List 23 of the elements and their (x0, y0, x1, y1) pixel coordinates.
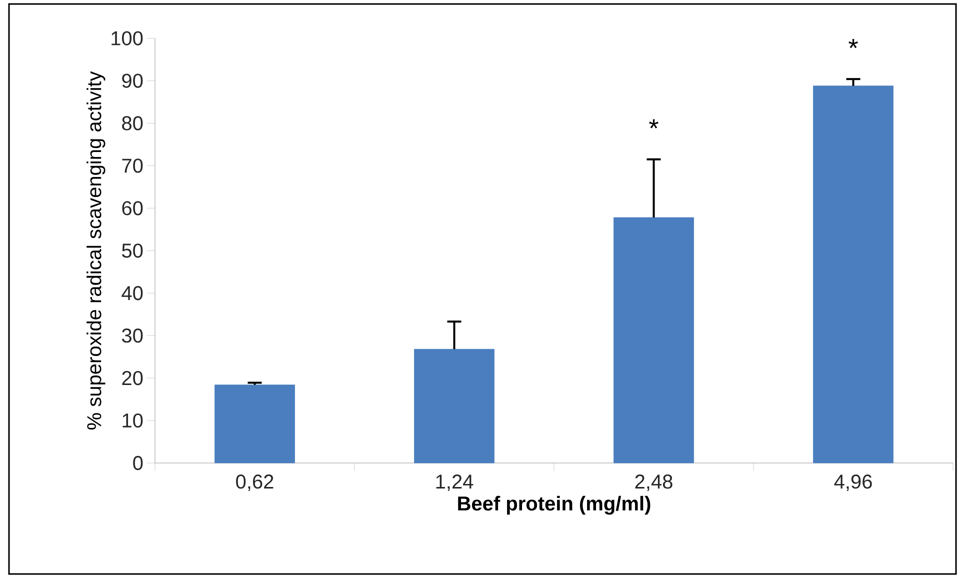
annotation: * (649, 119, 658, 128)
y-tick-label: 10 (122, 413, 143, 428)
y-tick-label: 40 (122, 286, 143, 300)
bar (414, 348, 494, 464)
y-axis-title: % superoxide radical scavenging activity (86, 71, 106, 430)
bar (813, 86, 894, 464)
x-tick-label: 2,48 (635, 474, 672, 492)
annotation: * (848, 38, 858, 48)
x-tick-label: 1,24 (436, 474, 474, 492)
y-tick-label: 90 (122, 74, 143, 88)
bar (214, 384, 295, 464)
y-tick-label: 80 (122, 116, 143, 130)
y-tick-label: 0 (133, 456, 143, 470)
x-axis-title: Beef protein (mg/ml) (458, 496, 650, 515)
y-tick-label: 50 (122, 244, 143, 258)
y-tick-label: 70 (122, 158, 143, 173)
y-tick-label: 100 (112, 31, 143, 46)
y-tick-label: 30 (122, 328, 143, 343)
x-tick-label: 4,96 (834, 474, 872, 492)
bar (614, 217, 694, 464)
y-tick-label: 60 (122, 201, 143, 216)
x-tick-label: 0,62 (236, 474, 274, 492)
y-tick-label: 20 (122, 370, 143, 386)
